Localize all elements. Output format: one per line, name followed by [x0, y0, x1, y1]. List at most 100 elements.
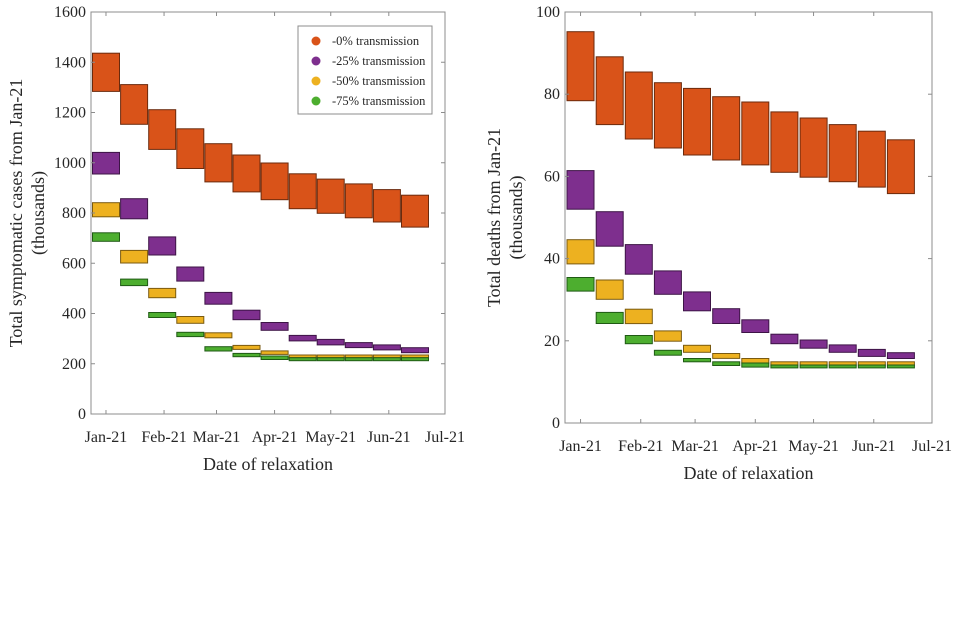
bar-yellow-1	[595, 279, 624, 300]
bar-green-9	[344, 357, 373, 362]
bar-purple-8	[316, 338, 345, 346]
legend-marker-50pct	[311, 76, 321, 86]
deaths-y-axis-label: Total deaths from Jan-21	[484, 128, 504, 307]
legend-marker-25pct	[311, 56, 321, 66]
bar-green-2	[148, 312, 177, 318]
bar-yellow-3	[653, 330, 682, 342]
bar-yellow-4	[683, 344, 711, 353]
cases-y-ticks: 0 200 400 600 800 1000 1200 1400 1600	[54, 4, 445, 423]
legend-label-0pct: -0% transmission	[332, 34, 420, 48]
deaths-chart: 0 20 40 60 80 100 Jan-21 Feb-21 Mar-21 Apr-21 May…	[484, 4, 952, 483]
bar-orange-8	[799, 117, 828, 178]
bar-green-5	[232, 352, 261, 358]
bar-green-1	[120, 278, 149, 287]
bar-orange-4	[683, 87, 711, 156]
cases-x-ticks: Jan-21 Feb-21 Mar-21 Apr-21 May-21 Jun-21 Jul-…	[85, 12, 465, 446]
y-tick-label: 60	[544, 168, 560, 185]
bar-orange-1	[120, 84, 149, 125]
cases-x-axis-label: Date of relaxation	[203, 454, 333, 474]
bar-green-1	[595, 311, 624, 324]
bar-yellow-3	[176, 316, 205, 324]
bar-green-7	[288, 357, 317, 362]
bar-yellow-6	[741, 358, 770, 364]
x-tick-label: Feb-21	[141, 429, 186, 446]
bar-purple-7	[770, 333, 799, 345]
bar-purple-6	[260, 322, 289, 331]
y-tick-label: 20	[544, 333, 560, 350]
bar-purple-11	[401, 347, 429, 354]
legend-label-25pct: -25% transmission	[332, 54, 426, 68]
bar-orange-10	[372, 189, 401, 223]
bar-green-3	[176, 331, 205, 338]
bar-green-9	[828, 364, 857, 369]
bar-green-7	[770, 364, 799, 369]
bar-orange-11	[401, 194, 429, 228]
bar-purple-2	[624, 244, 653, 275]
cases-chart: 0 200 400 600 800 1000 1200 1400 1600 Jan-21 Feb-…	[6, 4, 465, 474]
bar-orange-11	[886, 139, 915, 195]
bar-yellow-2	[148, 287, 177, 299]
bar-green-0	[92, 232, 120, 242]
bar-green-10	[857, 364, 886, 369]
y-tick-label: 1200	[54, 105, 86, 122]
bar-purple-5	[232, 309, 261, 321]
bar-green-8	[316, 357, 345, 362]
bar-orange-1	[595, 56, 624, 126]
bar-purple-10	[857, 348, 886, 357]
y-tick-label: 200	[62, 356, 86, 373]
bar-purple-4	[204, 291, 233, 305]
y-tick-label: 1600	[54, 4, 86, 21]
bar-yellow-0	[566, 239, 595, 265]
bar-orange-0	[566, 31, 595, 102]
bar-purple-4	[683, 291, 711, 312]
bar-yellow-5	[712, 353, 741, 359]
bar-orange-0	[92, 52, 120, 92]
deaths-y-axis-label-units: (thousands)	[506, 176, 527, 260]
bar-green-10	[372, 357, 401, 362]
bar-yellow-5	[232, 344, 261, 350]
y-tick-label: 0	[552, 415, 560, 432]
bar-purple-1	[120, 198, 149, 220]
bar-purple-0	[92, 151, 120, 175]
bar-orange-9	[344, 183, 373, 219]
bar-green-0	[566, 277, 595, 292]
bar-purple-6	[741, 319, 770, 333]
y-tick-label: 100	[536, 4, 560, 21]
bar-purple-3	[176, 266, 205, 282]
bar-purple-2	[148, 236, 177, 256]
bar-orange-3	[653, 82, 682, 149]
bar-yellow-0	[92, 202, 120, 218]
bar-purple-1	[595, 211, 624, 247]
x-tick-label: Apr-21	[732, 438, 778, 455]
bar-green-11	[401, 357, 429, 362]
x-tick-label: Mar-21	[193, 429, 241, 446]
x-tick-label: Apr-21	[252, 429, 298, 446]
bar-green-6	[260, 355, 289, 360]
bar-yellow-2	[624, 308, 653, 325]
y-tick-label: 0	[78, 406, 86, 423]
bar-purple-3	[653, 270, 682, 295]
x-tick-label: Jul-21	[912, 438, 952, 455]
bar-purple-9	[344, 342, 373, 349]
legend: -0% transmission -25% transmission -50% …	[297, 25, 433, 115]
cases-y-axis-label: Total symptomatic cases from Jan-21	[6, 79, 26, 348]
bar-orange-3	[176, 128, 205, 170]
bar-purple-5	[712, 308, 741, 325]
x-tick-label: Feb-21	[618, 438, 663, 455]
x-tick-label: Jan-21	[559, 438, 602, 455]
bar-green-4	[683, 358, 711, 363]
bar-orange-4	[204, 143, 233, 183]
legend-label-75pct: -75% transmission	[332, 94, 426, 108]
bar-orange-10	[857, 130, 886, 188]
bar-orange-6	[260, 162, 289, 201]
bar-green-8	[799, 364, 828, 369]
bar-orange-9	[828, 124, 857, 183]
bar-purple-0	[566, 170, 595, 210]
bar-green-2	[624, 335, 653, 345]
deaths-x-ticks: Jan-21 Feb-21 Mar-21 Apr-21 May-21 Jun-21 Jul-…	[559, 12, 952, 455]
bar-yellow-4	[204, 332, 233, 339]
deaths-x-axis-label: Date of relaxation	[684, 463, 814, 483]
bar-green-3	[653, 349, 682, 356]
x-tick-label: May-21	[788, 438, 839, 455]
